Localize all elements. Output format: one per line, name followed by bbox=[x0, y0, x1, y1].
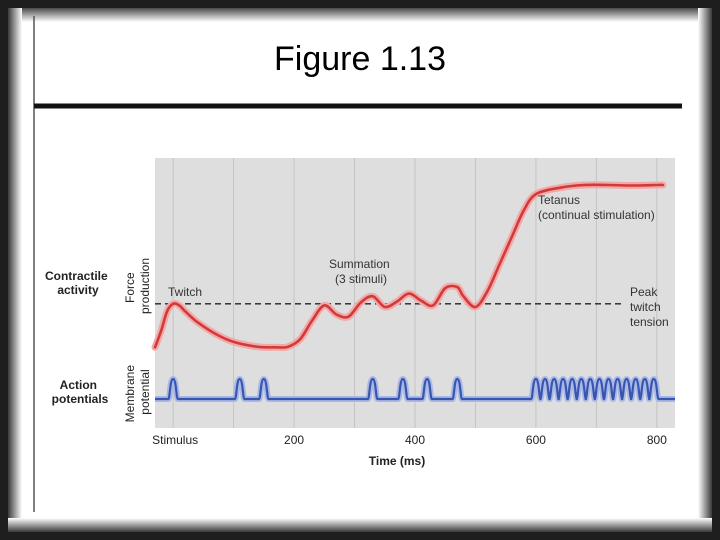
force-axis-label: Force production bbox=[123, 258, 152, 314]
annotation-tetanus: Tetanus (continual stimulation) bbox=[538, 193, 655, 222]
slide-title: Figure 1.13 bbox=[274, 40, 446, 78]
force-curve bbox=[153, 183, 665, 349]
action-potential-trace bbox=[155, 377, 675, 401]
x-tick-label: 200 bbox=[284, 433, 304, 447]
x-tick-label: 400 bbox=[405, 433, 425, 447]
row-label-contractile: Contractile activity bbox=[45, 269, 111, 297]
x-tick-label: 800 bbox=[647, 433, 667, 447]
x-tick-label: 600 bbox=[526, 433, 546, 447]
annotation-summation: Summation (3 stimuli) bbox=[329, 257, 393, 286]
membrane-axis-label: Membrane potential bbox=[123, 362, 152, 423]
row-label-action: Action potentials bbox=[52, 378, 109, 406]
x-axis-ticks: Stimulus 200 400 600 800 bbox=[152, 433, 667, 447]
annotation-twitch: Twitch bbox=[168, 285, 202, 299]
x-tick-label: Stimulus bbox=[152, 433, 198, 447]
x-axis-label: Time (ms) bbox=[369, 454, 425, 468]
annotation-peak-twitch-tension: Peak twitch tension bbox=[630, 285, 669, 329]
